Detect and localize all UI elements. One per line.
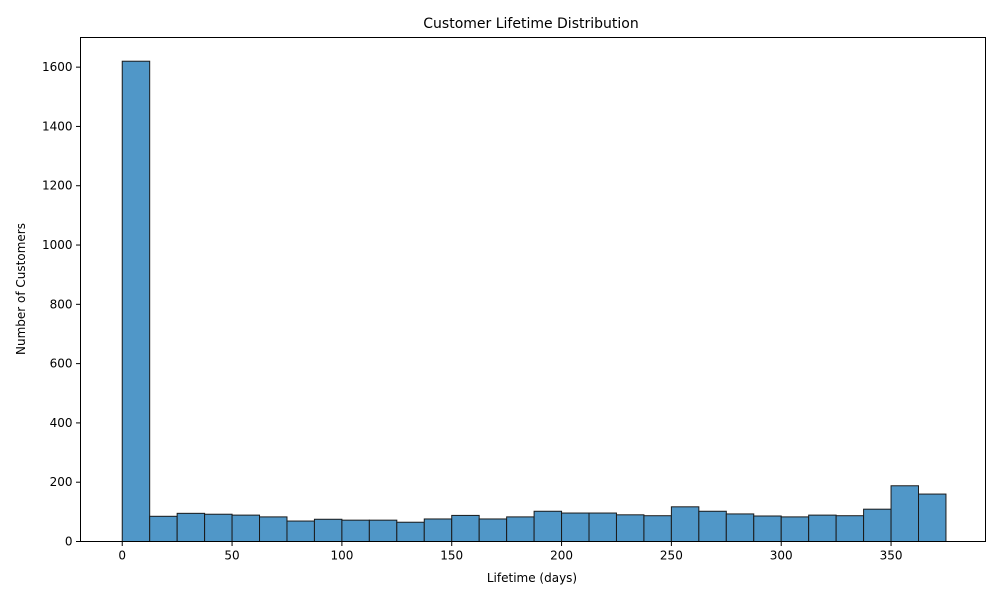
histogram-bar xyxy=(259,516,288,543)
bars-group xyxy=(121,60,947,543)
y-tick-label: 400 xyxy=(50,416,73,430)
x-axis-ticks: 0 50 100 150 200 250 300 350 xyxy=(118,541,903,563)
histogram-bar xyxy=(423,518,453,543)
histogram-bar xyxy=(533,510,563,543)
histogram-bar xyxy=(890,485,920,542)
histogram-bar xyxy=(863,508,892,542)
y-axis-ticks: 0 200 400 600 800 1000 1200 1400 1600 xyxy=(42,60,81,549)
histogram-bar xyxy=(615,514,645,542)
x-tick-label: 0 xyxy=(118,549,126,563)
histogram-bar xyxy=(478,518,508,543)
y-tick-label: 1200 xyxy=(42,179,73,193)
histogram-bar xyxy=(176,512,206,542)
histogram-bar xyxy=(313,518,343,543)
histogram-bar xyxy=(808,514,837,543)
histogram-bar xyxy=(368,519,398,542)
histogram-bar xyxy=(670,506,700,542)
x-tick-label: 350 xyxy=(880,549,903,563)
histogram-bar xyxy=(506,516,535,543)
y-axis-label: Number of Customers xyxy=(14,223,28,355)
histogram-bar xyxy=(698,510,727,543)
y-tick-label: 1400 xyxy=(42,119,73,133)
histogram-bar xyxy=(780,516,810,543)
histogram-bar xyxy=(341,519,370,542)
x-tick-label: 50 xyxy=(224,549,239,563)
chart-title: Customer Lifetime Distribution xyxy=(423,16,638,32)
y-tick-label: 1600 xyxy=(42,60,73,74)
histogram-bar xyxy=(588,512,617,542)
y-tick-label: 1000 xyxy=(42,238,73,252)
x-tick-label: 250 xyxy=(660,549,683,563)
histogram-bar xyxy=(149,515,178,542)
histogram-bar xyxy=(918,493,947,542)
histogram-bar xyxy=(231,514,261,543)
histogram-bar xyxy=(835,515,865,542)
histogram-bar xyxy=(286,520,315,542)
plot-frame xyxy=(80,37,986,542)
x-tick-label: 100 xyxy=(330,549,353,563)
y-tick-label: 200 xyxy=(50,475,73,489)
y-tick-label: 0 xyxy=(65,535,73,549)
x-tick-label: 200 xyxy=(550,549,573,563)
histogram-bar xyxy=(204,513,233,543)
y-tick-label: 600 xyxy=(50,357,73,371)
histogram-bar xyxy=(121,60,151,542)
histogram-bar xyxy=(725,513,755,542)
y-tick-label: 800 xyxy=(50,297,73,311)
histogram-bar xyxy=(561,512,590,542)
x-axis-label: Lifetime (days) xyxy=(487,571,577,585)
x-tick-label: 150 xyxy=(440,549,463,563)
histogram-bar xyxy=(753,515,782,543)
histogram-bar xyxy=(396,521,425,543)
histogram-bar xyxy=(451,514,480,542)
histogram-bar xyxy=(643,515,672,542)
x-tick-label: 300 xyxy=(770,549,793,563)
